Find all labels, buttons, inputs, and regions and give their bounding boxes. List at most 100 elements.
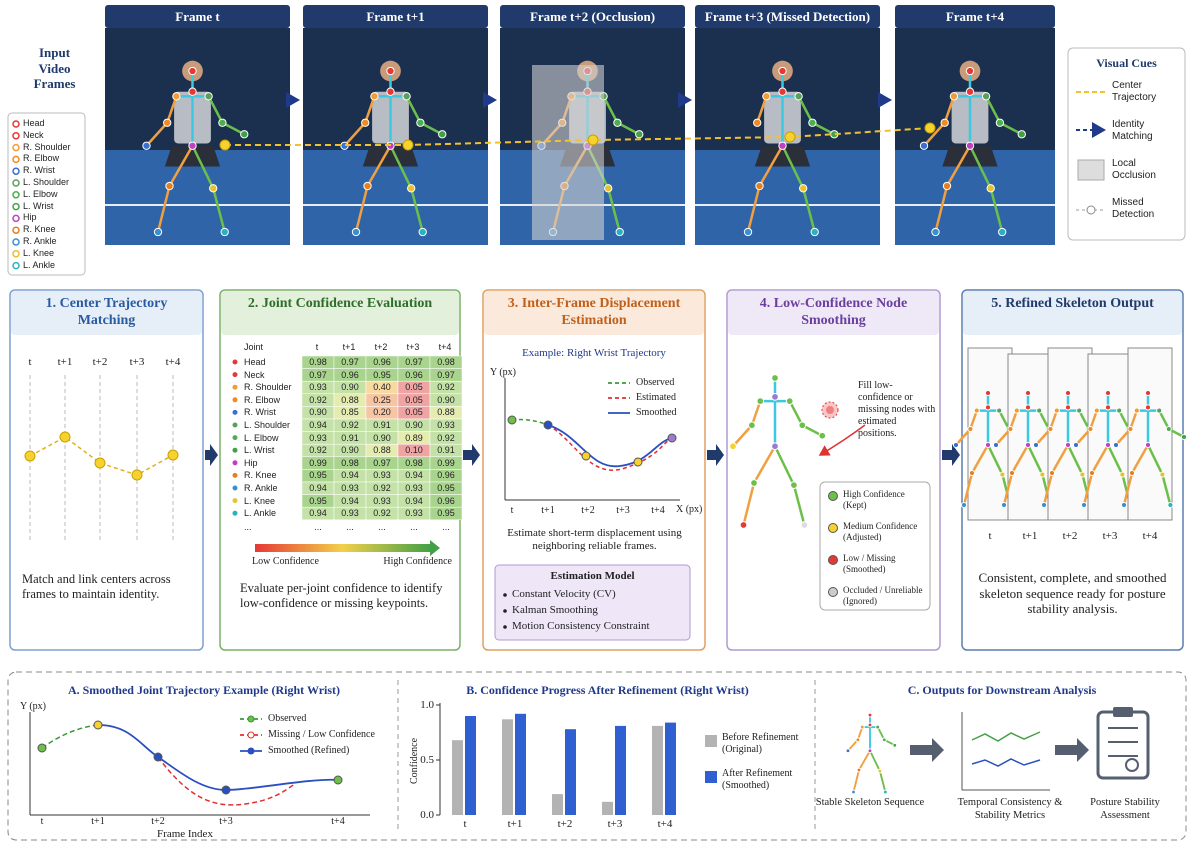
- joint-node: [614, 119, 621, 126]
- axis-tick-label: t+4: [323, 816, 353, 828]
- page: Frame tFrame t+1Frame t+2 (Occlusion)Fra…: [0, 0, 1192, 846]
- table-value: 0.10: [398, 444, 430, 457]
- skeleton-card: [1128, 348, 1172, 520]
- bar: [615, 726, 626, 815]
- table-value: 0.98: [334, 457, 366, 470]
- joint-node: [408, 185, 415, 192]
- joint-node: [811, 228, 818, 235]
- table-joint: Neck: [244, 369, 304, 382]
- joint-node: [868, 713, 872, 717]
- axis-tick-label: t+4: [643, 505, 673, 517]
- center-point: [95, 458, 105, 468]
- table-value: 0.98: [398, 457, 430, 470]
- joint-node: [920, 142, 927, 149]
- joint-node: [189, 88, 196, 95]
- joint-dot: [232, 485, 238, 491]
- joint-node: [943, 182, 950, 189]
- joint-node: [1160, 472, 1165, 477]
- joint-node: [969, 470, 974, 475]
- joint-legend-label: L. Ankle: [23, 260, 85, 271]
- trajectory-node: [508, 416, 516, 424]
- joint-node: [210, 185, 217, 192]
- axis-label: X (px): [676, 504, 706, 516]
- joint-node: [882, 738, 886, 742]
- legend-node: [829, 492, 838, 501]
- output-label: Temporal Consistency & Stability Metrics: [955, 797, 1065, 822]
- joint-node: [857, 768, 861, 772]
- center-point: [785, 132, 795, 142]
- joint-node: [352, 228, 359, 235]
- table-joint: R. Ankle: [244, 482, 304, 495]
- table-value: 0.94: [302, 419, 334, 432]
- center-point: [220, 140, 230, 150]
- legend-node: [248, 716, 254, 722]
- legend-label: Estimated: [636, 392, 706, 404]
- joint-node: [1105, 405, 1110, 410]
- joint-dot: [232, 397, 238, 403]
- table-value: 0.93: [366, 469, 398, 482]
- joint-node: [1009, 470, 1014, 475]
- axis-tick-label: t: [497, 505, 527, 517]
- table-value: 0.89: [398, 432, 430, 445]
- joint-node: [1018, 131, 1025, 138]
- joint-node: [754, 119, 761, 126]
- joint-legend-label: L. Knee: [23, 248, 85, 259]
- table-header: t+2: [366, 342, 396, 353]
- frame-label: Frame t+4: [895, 9, 1055, 25]
- frame-label: t+1: [1012, 530, 1048, 543]
- x-tick-label: t+1: [495, 818, 535, 831]
- trajectory-node: [634, 458, 642, 466]
- joint-node: [403, 93, 410, 100]
- joint-node: [1113, 442, 1118, 447]
- table-value: 0.91: [366, 419, 398, 432]
- center-point: [60, 432, 70, 442]
- legend-label: Before Refinement (Original): [722, 732, 812, 756]
- x-tick-label: t+4: [645, 818, 685, 831]
- table-value: 0.95: [302, 495, 334, 508]
- joint-node: [772, 375, 779, 382]
- joint-node: [795, 93, 802, 100]
- joint-node: [205, 93, 212, 100]
- joint-node: [1025, 390, 1030, 395]
- joint-node: [966, 88, 973, 95]
- joint-node: [1033, 442, 1038, 447]
- x-tick-label: t+3: [595, 818, 635, 831]
- panel-caption: Consistent, complete, and smoothed skele…: [970, 570, 1175, 617]
- joint-node: [1040, 472, 1045, 477]
- table-value: 0.94: [398, 469, 430, 482]
- flow-arrow: [463, 444, 480, 466]
- joint-legend-label: R. Wrist: [23, 165, 85, 176]
- trajectory-node: [94, 721, 102, 729]
- table-more: ...: [398, 522, 430, 533]
- table-value: 0.93: [398, 482, 430, 495]
- table-value: 0.91: [334, 432, 366, 445]
- joint-node: [189, 142, 196, 149]
- table-value: 0.97: [366, 457, 398, 470]
- flow-arrow: [910, 738, 944, 762]
- trajectory-node: [334, 776, 342, 784]
- joint-node: [779, 88, 786, 95]
- joint-node: [996, 119, 1003, 126]
- table-header: Joint: [244, 342, 304, 353]
- table-value: 0.92: [302, 394, 334, 407]
- table-joint: L. Knee: [244, 495, 304, 508]
- joint-node: [1168, 502, 1173, 507]
- y-tick-label: 0.0: [408, 809, 434, 822]
- joint-node: [966, 142, 973, 149]
- frame-label: t+4: [158, 356, 188, 369]
- table-joint: L. Ankle: [244, 507, 304, 520]
- joint-dot: [232, 510, 238, 516]
- table-value: 0.94: [334, 469, 366, 482]
- joint-node: [868, 723, 872, 727]
- graphics: [0, 0, 1192, 846]
- legend-label: Smoothed: [636, 407, 706, 419]
- axis-tick-label: t+1: [83, 816, 113, 828]
- joint-node: [1088, 426, 1093, 431]
- axis-tick-label: t+2: [143, 816, 173, 828]
- panel-caption: Evaluate per-joint confidence to identif…: [240, 581, 450, 611]
- table-header: t+3: [398, 342, 428, 353]
- joint-node: [1014, 408, 1019, 413]
- joint-node: [868, 749, 872, 753]
- joint-node: [801, 522, 808, 529]
- joint-node: [740, 522, 747, 529]
